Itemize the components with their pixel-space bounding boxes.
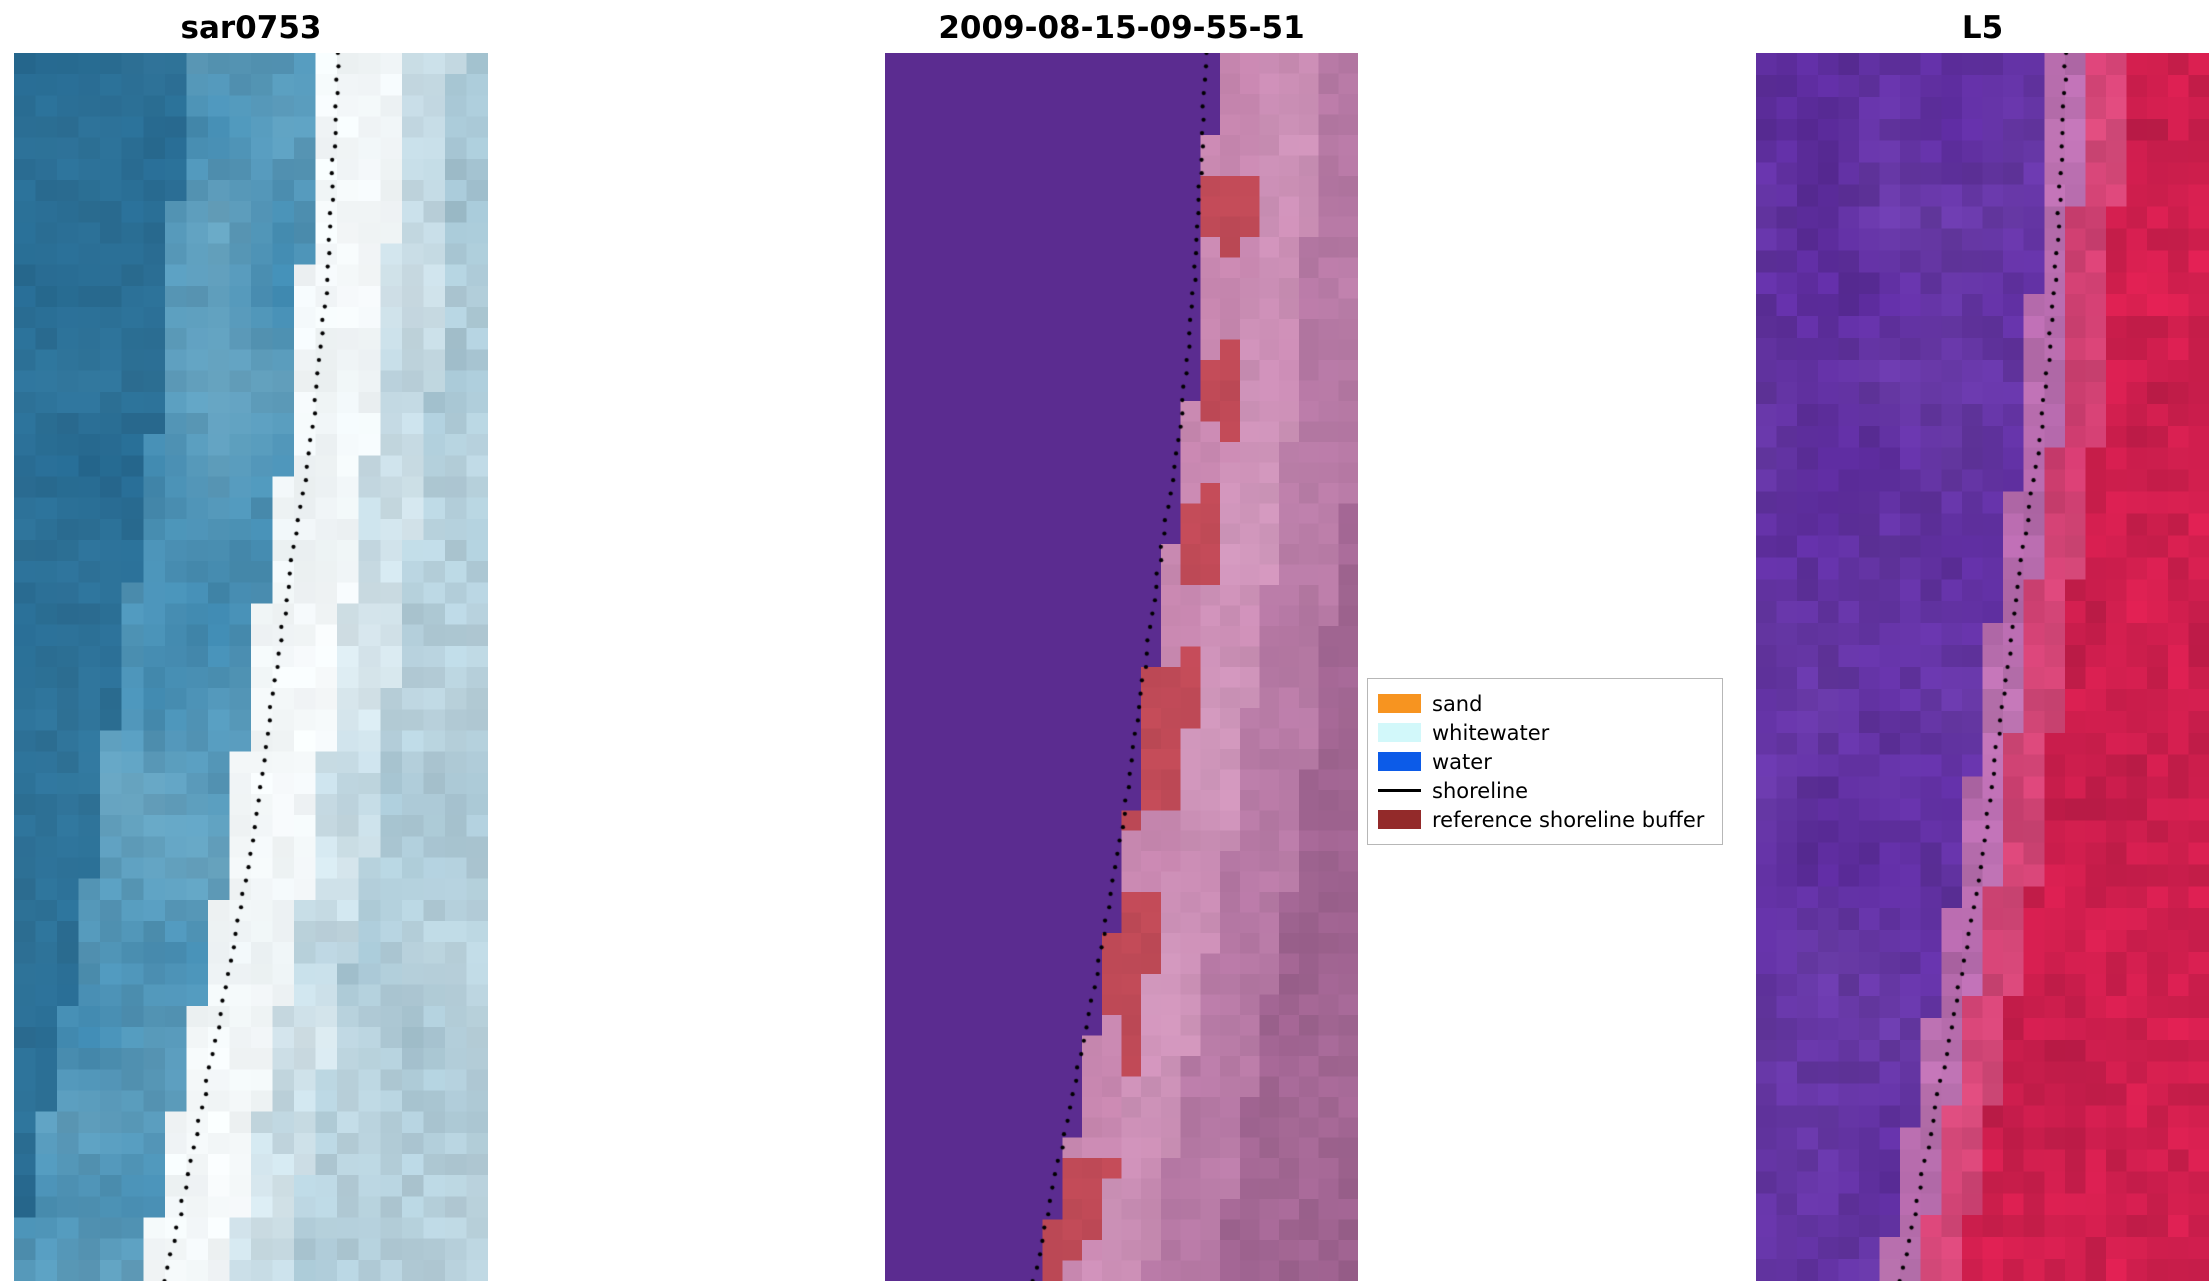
panel-title-l5: L5 [1961,10,2004,46]
legend: sand whitewater water shoreline referenc… [1367,678,1723,845]
legend-item-reference-shoreline-buffer: reference shoreline buffer [1378,806,1712,833]
legend-label: shoreline [1432,778,1529,803]
legend-label: whitewater [1432,720,1550,745]
panel-sar0753 [14,53,488,1281]
legend-label: sand [1432,691,1483,716]
legend-label: reference shoreline buffer [1432,807,1705,832]
legend-item-sand: sand [1378,690,1712,717]
panel-l5 [1756,53,2209,1281]
legend-label: water [1432,749,1492,774]
legend-item-shoreline: shoreline [1378,777,1712,804]
panel-title-classification-date: 2009-08-15-09-55-51 [938,10,1305,46]
panel-classification [885,53,1358,1281]
legend-item-whitewater: whitewater [1378,719,1712,746]
legend-item-water: water [1378,748,1712,775]
shoreline-dots-overlay [14,53,488,1281]
sand-swatch [1378,694,1421,713]
shoreline-dots-overlay [1756,53,2209,1281]
shoreline-dots-overlay [885,53,1358,1281]
shoreline-line-sample [1378,789,1421,792]
water-swatch [1378,752,1421,771]
reference-shoreline-buffer-swatch [1378,810,1421,829]
panel-title-sar0753: sar0753 [180,10,322,46]
whitewater-swatch [1378,723,1421,742]
